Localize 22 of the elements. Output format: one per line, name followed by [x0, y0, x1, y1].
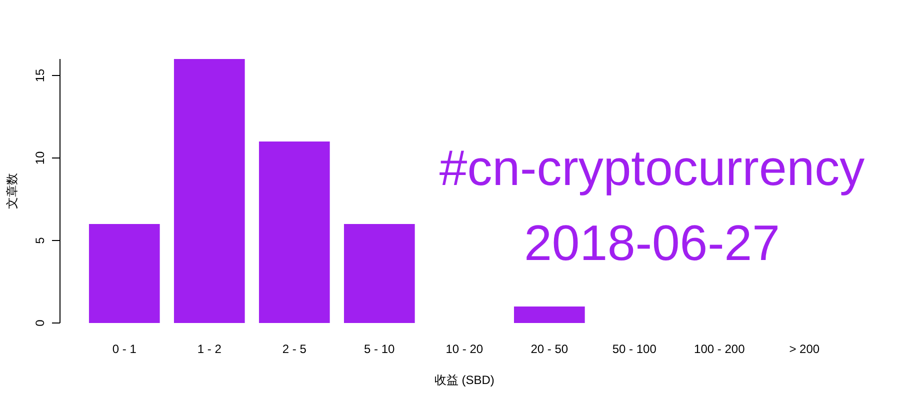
x-tick-label: 50 - 100 — [612, 342, 657, 356]
bar — [88, 224, 160, 323]
x-tick-label: 20 - 50 — [530, 342, 568, 356]
y-tick-label: 10 — [33, 151, 47, 165]
x-tick-label: 1 - 2 — [197, 342, 222, 356]
bar — [258, 142, 330, 323]
x-tick-label: 2 - 5 — [282, 342, 307, 356]
y-tick-label: 0 — [33, 319, 47, 326]
x-tick-label: 5 - 10 — [364, 342, 396, 356]
y-tick-label: 5 — [33, 236, 47, 244]
x-tick-label: 10 - 20 — [446, 342, 484, 356]
bar — [514, 306, 585, 323]
x-tick-label: 100 - 200 — [694, 342, 746, 356]
y-axis-title: 文章数 — [5, 173, 19, 209]
x-tick-label: 0 - 1 — [112, 342, 137, 356]
annotation: 2018-06-27 — [524, 215, 780, 271]
x-axis-title: 收益 (SBD) — [434, 373, 494, 387]
bar — [174, 59, 245, 323]
bar — [344, 224, 415, 323]
x-tick-label: > 200 — [789, 342, 820, 356]
annotation: #cn-cryptocurrency — [439, 140, 865, 196]
y-tick-label: 15 — [33, 68, 47, 82]
